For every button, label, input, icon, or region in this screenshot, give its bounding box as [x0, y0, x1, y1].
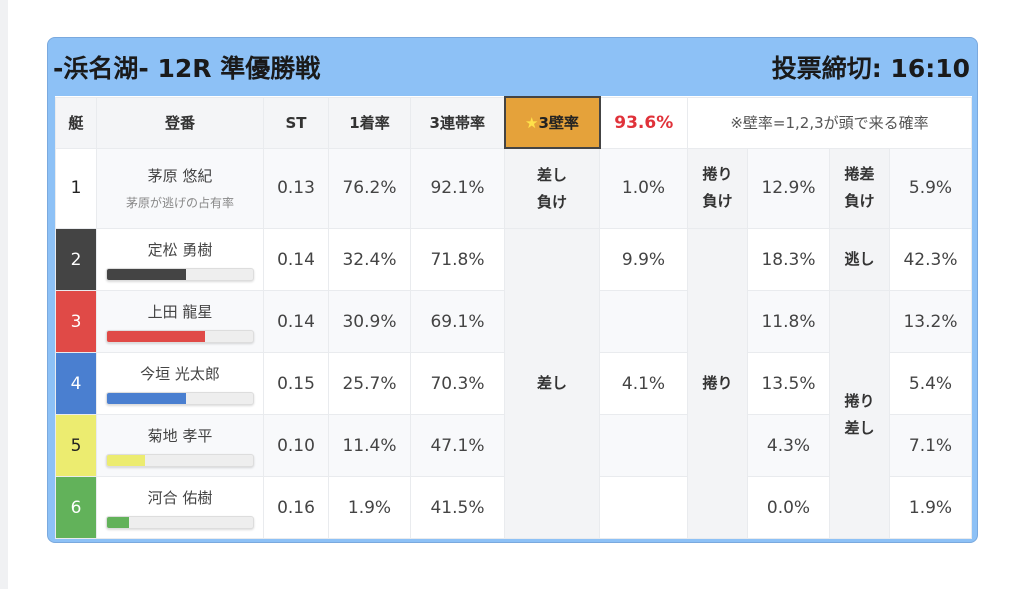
st-value: 0.13 [263, 147, 329, 229]
pattern-a-label: 差し負け [504, 147, 600, 229]
pattern-b-value: 12.9% [747, 147, 830, 229]
first-value: 25.7% [328, 352, 411, 415]
racer-name: 定松 勇樹 [147, 240, 213, 259]
pattern-b-value: 0.0% [747, 476, 830, 539]
pattern-b-label-text: 捲り負け [702, 165, 733, 211]
top3-value: 70.3% [410, 352, 505, 415]
header-name: 登番 [96, 96, 264, 149]
header-first: 1着率 [328, 96, 411, 149]
escape-share-bar [106, 453, 254, 467]
st-value: 0.10 [263, 414, 329, 477]
st-value: 0.14 [263, 228, 329, 291]
pattern-a-label-text: 差し [536, 374, 567, 392]
racer-subnote: 茅原が逃げの占有率 [125, 196, 234, 211]
boat-number: 6 [55, 476, 97, 539]
pattern-c-label-text: 逃し [844, 250, 875, 268]
header-st: ST [263, 96, 329, 149]
first-value: 1.9% [328, 476, 411, 539]
racer-cell[interactable]: 今垣 光太郎 [96, 352, 264, 415]
pattern-a-label: 差し [504, 228, 600, 539]
racer-name: 茅原 悠紀 [147, 167, 213, 186]
pattern-b-value: 11.8% [747, 290, 830, 353]
pattern-a-label-text: 差し負け [536, 165, 567, 211]
boat-number: 3 [55, 290, 97, 353]
race-title: -浜名湖- 12R 準優勝戦 [53, 54, 321, 83]
racer-name: 今垣 光太郎 [140, 364, 220, 383]
star-icon: ★ [525, 114, 539, 132]
racer-cell[interactable]: 菊地 孝平 [96, 414, 264, 477]
top3-value: 71.8% [410, 228, 505, 291]
wall-rate-note: ※壁率=1,2,3が頭で来る確率 [687, 96, 972, 149]
pattern-a-value [599, 414, 688, 477]
pattern-b-label-text: 捲り [702, 374, 733, 392]
pattern-b-value: 18.3% [747, 228, 830, 291]
racer-cell[interactable]: 定松 勇樹 [96, 228, 264, 291]
racer-name: 上田 龍星 [147, 302, 213, 321]
top3-value: 69.1% [410, 290, 505, 353]
pattern-a-value: 9.9% [599, 228, 688, 291]
escape-share-bar [106, 329, 254, 343]
boat-number: 4 [55, 352, 97, 415]
pattern-b-label: 捲り負け [687, 147, 748, 229]
pattern-c-value: 13.2% [889, 290, 972, 353]
pattern-c-value: 5.9% [889, 147, 972, 229]
pattern-a-value: 1.0% [599, 147, 688, 229]
pattern-b-value: 4.3% [747, 414, 830, 477]
race-card: -浜名湖- 12R 準優勝戦 投票締切: 16:10 艇 登番 ST 1着率 3… [47, 37, 978, 543]
pattern-a-value: 4.1% [599, 352, 688, 415]
pattern-c-label-text: 捲り差し [844, 391, 875, 437]
first-value: 32.4% [328, 228, 411, 291]
st-value: 0.15 [263, 352, 329, 415]
pattern-a-value [599, 476, 688, 539]
pattern-c-value: 1.9% [889, 476, 972, 539]
deadline: 投票締切: 16:10 [771, 54, 970, 83]
pattern-c-value: 5.4% [889, 352, 972, 415]
pattern-b-value: 13.5% [747, 352, 830, 415]
st-value: 0.16 [263, 476, 329, 539]
pattern-b-label: 捲り [687, 228, 748, 539]
racer-row: 1 茅原 悠紀 茅原が逃げの占有率 0.13 76.2% 92.1% 差し負け 1.0% 捲り負… [55, 147, 972, 229]
racer-cell[interactable]: 河合 佑樹 [96, 476, 264, 539]
escape-share-bar [106, 391, 254, 405]
top3-value: 47.1% [410, 414, 505, 477]
pattern-a-value [599, 290, 688, 353]
pattern-c-label: 逃し [829, 228, 890, 291]
escape-share-bar [106, 267, 254, 281]
racer-row: 3 上田 龍星 0.14 30.9% 69.1% 11.8% 捲り差し 13.2% [55, 290, 972, 539]
top3-value: 92.1% [410, 147, 505, 229]
racer-row: 2 定松 勇樹 0.14 32.4% 71.8% 差し 9.9% 捲り 18.3% 逃し 42.3% [55, 228, 972, 539]
first-value: 11.4% [328, 414, 411, 477]
pattern-c-value: 42.3% [889, 228, 972, 291]
racer-row: 4 今垣 光太郎 0.15 25.7% 70.3% 4.1% 13.5% 5.4% [55, 352, 972, 415]
pattern-c-value: 7.1% [889, 414, 972, 477]
st-value: 0.14 [263, 290, 329, 353]
pattern-c-label: 捲り差し [829, 290, 890, 539]
top3-value: 41.5% [410, 476, 505, 539]
header-boat: 艇 [55, 96, 97, 149]
boat-number: 2 [55, 228, 97, 291]
first-value: 30.9% [328, 290, 411, 353]
boat-number: 5 [55, 414, 97, 477]
pattern-c-label: 捲差負け [829, 147, 890, 229]
escape-share-bar [106, 515, 254, 529]
page-edge [0, 0, 8, 589]
header-top3: 3連帯率 [410, 96, 505, 149]
wall-rate-value: 93.6% [599, 96, 688, 149]
racer-cell[interactable]: 茅原 悠紀茅原が逃げの占有率 [96, 147, 264, 229]
racer-name: 菊地 孝平 [147, 426, 213, 445]
racer-cell[interactable]: 上田 龍星 [96, 290, 264, 353]
header-wall-rate[interactable]: ★3壁率 [503, 96, 601, 149]
title-bar: -浜名湖- 12R 準優勝戦 投票締切: 16:10 [53, 38, 970, 96]
pattern-c-label-text: 捲差負け [844, 165, 875, 211]
racer-name: 河合 佑樹 [147, 488, 213, 507]
boat-number: 1 [55, 147, 97, 229]
first-value: 76.2% [328, 147, 411, 229]
wall-rate-label: 3壁率 [538, 114, 579, 132]
header-row: 艇 登番 ST 1着率 3連帯率 ★3壁率 93.6% ※壁率=1,2,3が頭で… [55, 96, 972, 149]
stats-table: 艇 登番 ST 1着率 3連帯率 ★3壁率 93.6% ※壁率=1,2,3が頭で… [55, 96, 972, 539]
racer-row: 6 河合 佑樹 0.16 1.9% 41.5% 0.0% 1.9% [55, 476, 972, 539]
